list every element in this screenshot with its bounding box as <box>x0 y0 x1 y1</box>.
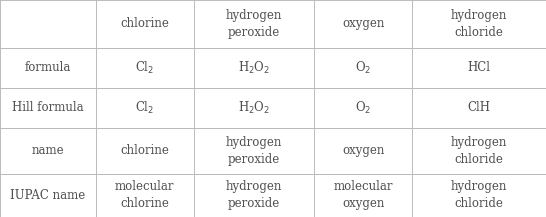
Text: Cl$_{2}$: Cl$_{2}$ <box>135 100 155 116</box>
Text: molecular
chlorine: molecular chlorine <box>115 180 174 210</box>
Text: H$_{2}$O$_{2}$: H$_{2}$O$_{2}$ <box>238 60 270 76</box>
Text: HCl: HCl <box>467 61 491 74</box>
Text: chlorine: chlorine <box>120 17 169 30</box>
Text: hydrogen
chloride: hydrogen chloride <box>451 180 507 210</box>
Text: Hill formula: Hill formula <box>12 102 84 114</box>
Text: O$_{2}$: O$_{2}$ <box>355 60 371 76</box>
Text: hydrogen
peroxide: hydrogen peroxide <box>225 136 282 166</box>
Text: hydrogen
chloride: hydrogen chloride <box>451 9 507 39</box>
Text: oxygen: oxygen <box>342 144 384 157</box>
Text: O$_{2}$: O$_{2}$ <box>355 100 371 116</box>
Text: ClH: ClH <box>467 102 491 114</box>
Text: H$_{2}$O$_{2}$: H$_{2}$O$_{2}$ <box>238 100 270 116</box>
Text: IUPAC name: IUPAC name <box>10 189 85 202</box>
Text: oxygen: oxygen <box>342 17 384 30</box>
Text: chlorine: chlorine <box>120 144 169 157</box>
Text: hydrogen
peroxide: hydrogen peroxide <box>225 9 282 39</box>
Text: hydrogen
peroxide: hydrogen peroxide <box>225 180 282 210</box>
Text: formula: formula <box>25 61 71 74</box>
Text: molecular
oxygen: molecular oxygen <box>334 180 393 210</box>
Text: Cl$_{2}$: Cl$_{2}$ <box>135 60 155 76</box>
Text: name: name <box>32 144 64 157</box>
Text: hydrogen
chloride: hydrogen chloride <box>451 136 507 166</box>
